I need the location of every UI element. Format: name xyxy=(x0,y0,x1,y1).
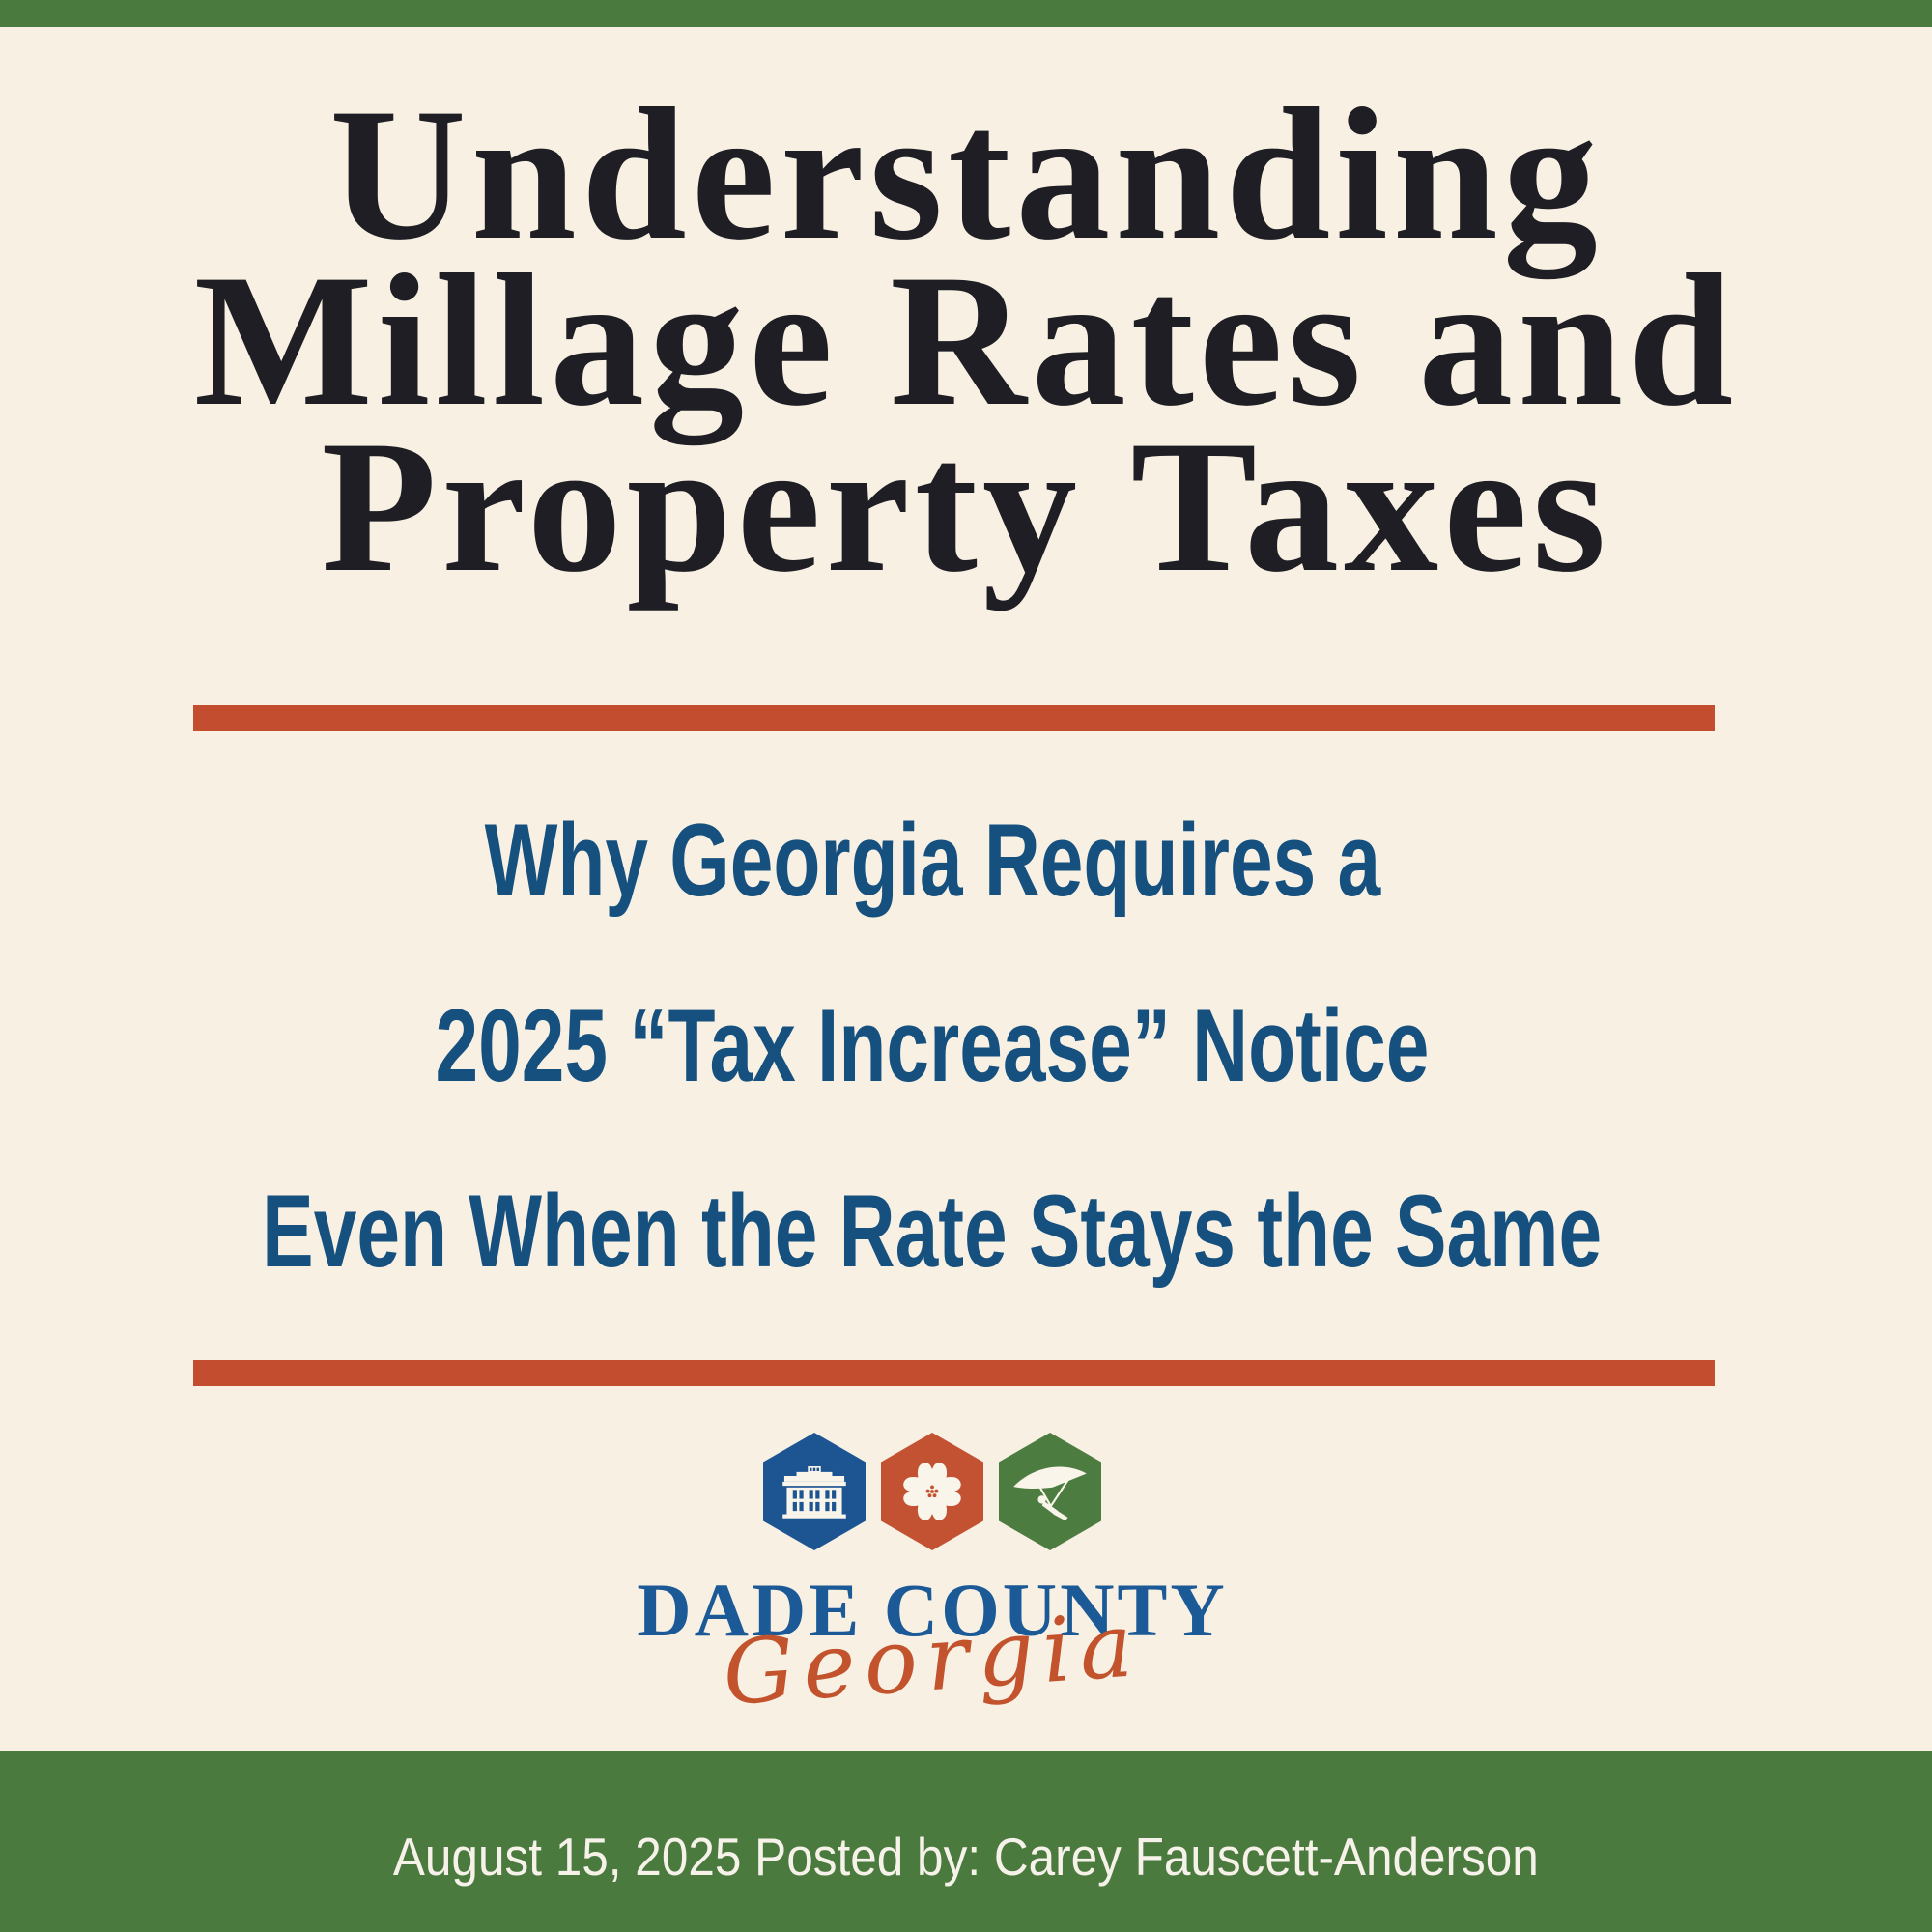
hexagon-green-tile xyxy=(999,1433,1101,1550)
hang-glider-icon xyxy=(1013,1466,1087,1521)
county-name: DADE COUNTY xyxy=(637,1568,1228,1652)
title-line-3: Property Taxes xyxy=(321,402,1611,611)
page-title: Understanding Millage Rates and Property… xyxy=(0,70,1932,611)
bottom-divider-rule xyxy=(193,1360,1715,1386)
county-logo-hexagons xyxy=(0,1433,1864,1550)
courthouse-icon xyxy=(782,1465,846,1519)
hexagon-orange-tile xyxy=(881,1433,983,1550)
subtitle-line-3: Even When the Rate Stays the Same xyxy=(262,1173,1603,1289)
subtitle-line-2: 2025 “Tax Increase” Notice xyxy=(435,987,1430,1103)
top-green-band xyxy=(0,0,1932,27)
top-divider-rule xyxy=(193,705,1715,731)
hexagon-blue-tile xyxy=(763,1433,866,1550)
dogwood-flower-icon xyxy=(903,1463,961,1520)
footer-byline: August 15, 2025 Posted by: Carey Fauscet… xyxy=(393,1827,1539,1887)
footer-green-band xyxy=(0,1751,1932,1932)
subtitle-line-1: Why Georgia Requires a xyxy=(484,802,1380,918)
title-line-2: Millage Rates and xyxy=(193,236,1739,445)
title-line-1: Understanding xyxy=(329,70,1603,279)
